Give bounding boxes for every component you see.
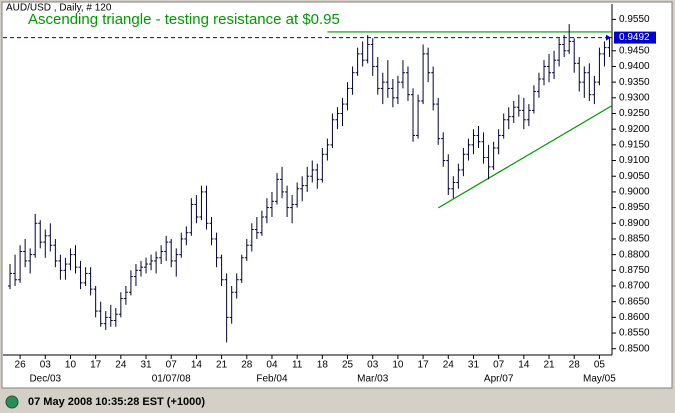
y-tick-label: 0.8500 — [619, 343, 650, 354]
y-tick-label: 0.9050 — [619, 171, 650, 182]
status-icon — [5, 395, 19, 409]
x-tick-label: 11 — [292, 360, 303, 371]
x-tick-label: 14 — [191, 360, 203, 371]
chart-title: Ascending triangle - testing resistance … — [28, 11, 340, 28]
y-tick-label: 0.8600 — [619, 312, 650, 323]
y-tick-label: 0.8700 — [619, 281, 650, 292]
x-tick-label: 21 — [543, 360, 555, 371]
y-tick-label: 0.9350 — [619, 77, 650, 88]
y-tick-label: 0.8650 — [619, 296, 650, 307]
x-tick-label: 21 — [216, 360, 228, 371]
chart-panel — [1, 1, 673, 389]
y-tick-label: 0.9100 — [619, 155, 650, 166]
x-tick-label: 24 — [443, 360, 455, 371]
y-tick-label: 0.8550 — [619, 328, 650, 339]
y-tick-label: 0.9450 — [619, 45, 650, 56]
y-tick-label: 0.9200 — [619, 124, 650, 135]
status-bar — [0, 390, 675, 413]
x-tick-label: 17 — [90, 360, 102, 371]
x-tick-label: 26 — [15, 360, 27, 371]
y-tick-label: 0.8900 — [619, 218, 650, 229]
last-price-label: 0.9492 — [619, 32, 650, 43]
x-tick-label: 28 — [241, 360, 253, 371]
y-tick-label: 0.8850 — [619, 234, 650, 245]
x-tick-label: 10 — [65, 360, 77, 371]
last-price-marker — [606, 34, 611, 41]
x-group-label: Feb/04 — [256, 374, 288, 385]
x-tick-label: 17 — [418, 360, 430, 371]
y-tick-label: 0.9550 — [619, 14, 650, 25]
x-tick-label: 28 — [569, 360, 581, 371]
y-tick-label: 0.8800 — [619, 249, 650, 260]
x-group-label: May/05 — [583, 374, 616, 385]
x-tick-label: 31 — [468, 360, 480, 371]
trend-line — [437, 105, 613, 209]
y-tick-label: 0.9150 — [619, 140, 650, 151]
y-tick-label: 0.8950 — [619, 202, 650, 213]
x-tick-label: 25 — [342, 360, 354, 371]
x-group-label: Apr/07 — [484, 374, 514, 385]
x-tick-label: 10 — [392, 360, 404, 371]
x-tick-label: 24 — [115, 360, 127, 371]
x-tick-label: 05 — [594, 360, 606, 371]
x-tick-label: 31 — [140, 360, 152, 371]
y-tick-label: 0.9000 — [619, 187, 650, 198]
x-tick-label: 03 — [367, 360, 379, 371]
x-tick-label: 04 — [266, 360, 278, 371]
x-tick-label: 07 — [493, 360, 505, 371]
x-group-label: Mar/03 — [357, 374, 389, 385]
x-tick-label: 18 — [317, 360, 329, 371]
x-tick-label: 03 — [40, 360, 52, 371]
status-text: 07 May 2008 10:35:28 EST (+1000) — [28, 396, 205, 408]
x-group-label: 01/07/08 — [152, 374, 191, 385]
y-tick-label: 0.8750 — [619, 265, 650, 276]
last-price-box — [614, 31, 656, 44]
y-tick-label: 0.9300 — [619, 92, 650, 103]
x-tick-label: 07 — [166, 360, 178, 371]
y-tick-label: 0.9250 — [619, 108, 650, 119]
chart-header: AUD/USD , Daily, # 120 — [6, 3, 112, 14]
x-group-label: Dec/03 — [29, 374, 61, 385]
y-tick-label: 0.9400 — [619, 61, 650, 72]
x-tick-label: 14 — [518, 360, 530, 371]
